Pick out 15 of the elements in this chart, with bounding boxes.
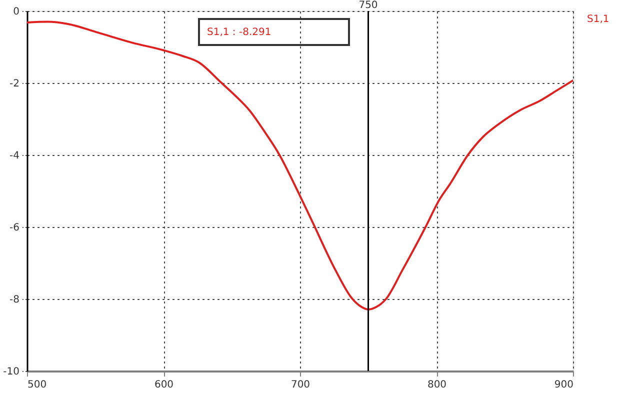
y-tick-label: -10 [3, 366, 20, 378]
x-tick-label: 500 [28, 380, 47, 390]
x-tick-label: 600 [154, 380, 174, 390]
x-tick-label: 900 [554, 380, 574, 390]
x-tick-label: 700 [290, 380, 310, 390]
y-tick-label: -2 [10, 78, 20, 90]
text: S1,1 [587, 14, 610, 25]
ref-line-label: 750 [358, 0, 378, 11]
annotation: S1,1 : -8.291 [206, 27, 272, 38]
y-tick-label: 0 [13, 6, 20, 18]
y-tick-label: -6 [10, 222, 20, 234]
line-series [27, 20, 573, 310]
y-tick-label: -4 [10, 150, 20, 162]
y-tick-label: -8 [10, 294, 20, 306]
x-tick-label: 800 [427, 380, 447, 390]
